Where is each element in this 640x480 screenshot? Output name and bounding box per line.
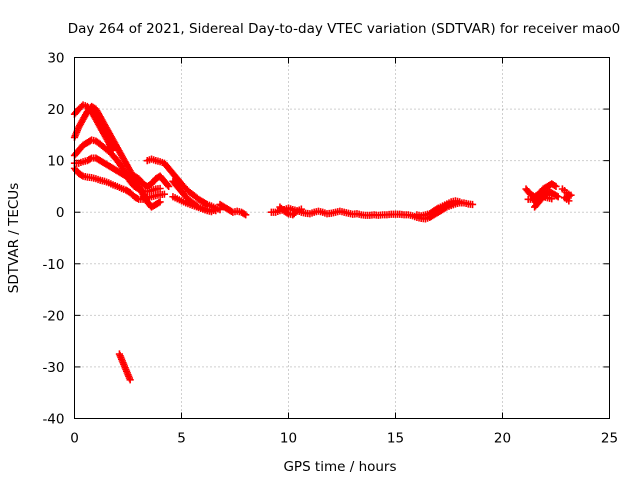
data-point-marker (553, 192, 561, 200)
series-arc-a (70, 164, 168, 203)
y-tick-label: -10 (42, 257, 64, 273)
series-arc-r (558, 185, 575, 205)
series-arc-d (70, 101, 117, 154)
y-tick-label: 30 (47, 51, 64, 67)
data-point-marker (207, 208, 216, 216)
y-tick-label: 20 (47, 102, 64, 118)
data-point-marker (297, 205, 305, 213)
data-point-marker (456, 198, 464, 206)
series-arc-j (216, 200, 250, 219)
data-point-marker (156, 198, 164, 206)
y-tick-label: -40 (42, 412, 64, 428)
data-point-marker (548, 195, 556, 203)
data-point-marker (240, 210, 248, 218)
y-tick-label: -30 (42, 360, 64, 376)
data-point-marker (468, 200, 477, 209)
data-point-marker (242, 211, 250, 219)
data-point-marker (78, 171, 86, 179)
y-axis-label: SDTVAR / TECUs (6, 183, 22, 293)
data-point-marker (156, 184, 164, 193)
x-tick-label: 5 (177, 431, 186, 447)
y-tick-label: -20 (42, 308, 64, 324)
series-arc-i (169, 193, 216, 216)
grid (74, 57, 610, 419)
series-arc-k (115, 350, 134, 384)
x-tick-label: 10 (280, 431, 297, 447)
x-axis-label: GPS time / hours (283, 459, 396, 475)
data-point-marker (550, 181, 559, 190)
data-points (70, 101, 575, 384)
data-point-marker (86, 155, 94, 163)
data-point-marker (565, 197, 573, 205)
x-tick-label: 0 (70, 431, 79, 447)
data-point-marker (155, 199, 163, 207)
x-tick-label: 25 (601, 431, 618, 447)
series-arc-n (413, 197, 464, 220)
data-point-marker (122, 172, 130, 180)
x-tick-label: 20 (494, 431, 511, 447)
series-arc-c (70, 102, 164, 211)
chart-title: Day 264 of 2021, Sidereal Day-to-day VTE… (68, 21, 620, 37)
data-point-marker (120, 171, 129, 179)
data-point-marker (552, 182, 560, 191)
data-point-marker (165, 182, 173, 191)
plot-frame (74, 57, 610, 419)
data-point-marker (133, 194, 141, 203)
data-point-marker (126, 376, 134, 384)
series-arc-e (70, 154, 130, 180)
data-point-marker (283, 209, 291, 217)
data-point-marker (163, 181, 172, 189)
data-point-marker (160, 190, 168, 198)
data-point-marker (109, 146, 117, 154)
series-arc-f (130, 172, 173, 191)
y-tick-label: 0 (56, 205, 65, 221)
data-point-marker (212, 207, 220, 215)
data-point-marker (554, 193, 562, 201)
x-tick-label: 15 (387, 431, 404, 447)
axis-ticks: 0 5 10 15 20 25 -40 -30 -20 -10 0 10 20 30 (42, 51, 618, 447)
series-arc-m (276, 203, 305, 219)
y-tick-label: 10 (47, 154, 64, 170)
series-arc-b (70, 136, 164, 196)
series-arc-q (531, 193, 556, 211)
data-point-marker (108, 145, 116, 153)
